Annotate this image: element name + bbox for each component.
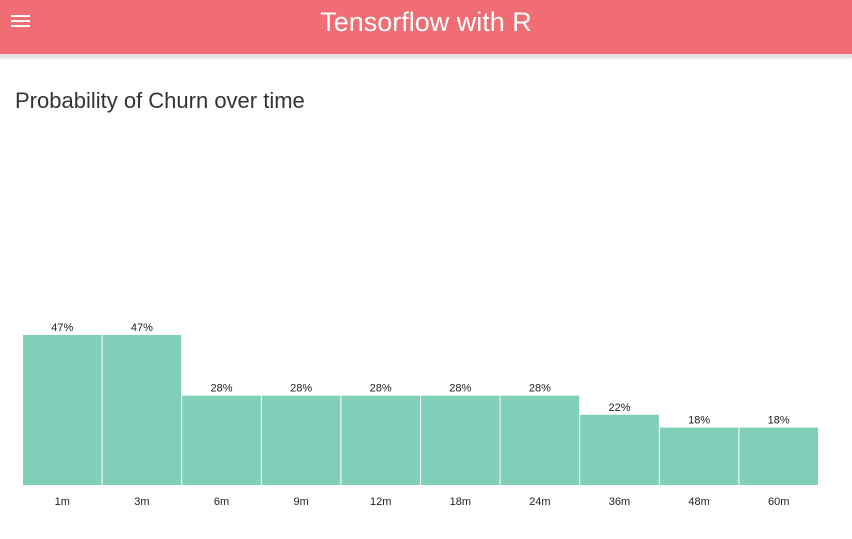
bar-18m [421,395,500,485]
x-tick-label: 36m [609,496,630,508]
x-tick-label: 48m [688,496,709,508]
bar-value-label: 18% [768,415,790,427]
bar-value-label: 47% [131,322,153,334]
app-title: Tensorflow with R [320,7,532,37]
bar-60m [739,427,818,485]
x-tick-label: 3m [134,496,149,508]
bar-value-label: 18% [688,415,710,427]
x-tick-label: 12m [370,496,391,508]
app-bar: Tensorflow with R [0,0,852,54]
x-tick-label: 60m [768,496,789,508]
bar-6m [182,395,261,485]
x-tick-label: 24m [529,496,550,508]
bar-value-label: 28% [529,383,551,395]
bar-1m [23,335,102,485]
bar-9m [261,395,341,485]
bar-value-label: 28% [210,383,232,395]
x-tick-label: 6m [214,496,229,508]
bar-value-label: 28% [290,383,312,395]
churn-bar-chart: 47% 1m 47% 3m 28% 6m 28% 9m 28% 12m 28% 18m 28% 24m 22… [23,322,818,508]
bar-value-label: 22% [608,402,630,414]
app-bar-shadow [0,54,852,58]
bar-value-label: 47% [51,322,73,334]
bar-3m [102,335,182,485]
bar-36m [580,414,659,485]
bar-48m [659,427,739,485]
bar-24m [500,395,580,485]
bar-value-label: 28% [449,383,471,395]
bar-12m [341,395,420,485]
bar-value-label: 28% [370,383,392,395]
x-tick-label: 1m [55,496,70,508]
x-tick-label: 18m [450,496,471,508]
chart-title: Probability of Churn over time [15,88,305,113]
x-tick-label: 9m [293,496,308,508]
hamburger-menu-icon[interactable] [10,13,32,31]
